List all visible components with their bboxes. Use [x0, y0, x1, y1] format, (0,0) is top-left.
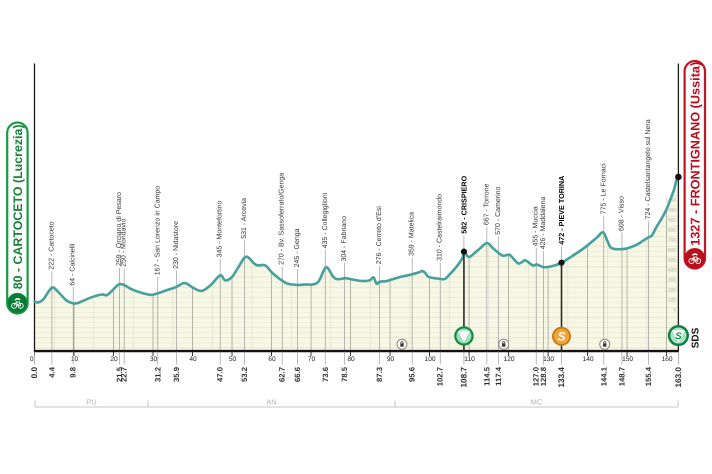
svg-text:21.5: 21.5 [115, 366, 124, 382]
svg-text:300: 300 [668, 278, 677, 284]
svg-text:50: 50 [229, 356, 237, 363]
svg-text:222 - Cartoceto: 222 - Cartoceto [48, 221, 55, 269]
svg-text:4.4: 4.4 [47, 366, 56, 377]
svg-text:400: 400 [668, 268, 677, 274]
svg-text:80 - CARTOCETO (Lucrezia): 80 - CARTOCETO (Lucrezia) [11, 125, 25, 290]
svg-text:9.8: 9.8 [69, 366, 78, 377]
svg-text:127.0: 127.0 [532, 367, 541, 386]
svg-text:22.7: 22.7 [120, 367, 129, 382]
svg-text:60: 60 [268, 356, 276, 363]
svg-text:160: 160 [662, 356, 673, 363]
svg-text:20: 20 [110, 356, 118, 363]
svg-text:608 - Visso: 608 - Visso [617, 196, 625, 231]
svg-text:MC: MC [531, 398, 543, 407]
svg-text:73.6: 73.6 [321, 367, 330, 382]
svg-text:66.6: 66.6 [293, 367, 302, 382]
svg-text:31.2: 31.2 [153, 367, 162, 382]
svg-text:0: 0 [673, 308, 676, 314]
svg-text:40: 40 [189, 356, 197, 363]
svg-text:30: 30 [150, 356, 158, 363]
svg-text:245 - Genga: 245 - Genga [294, 228, 301, 267]
svg-text:64 - Calcinelli: 64 - Calcinelli [69, 243, 77, 285]
svg-text:80: 80 [347, 356, 355, 363]
svg-text:SDS: SDS [690, 327, 701, 348]
svg-text:0: 0 [30, 356, 34, 363]
svg-text:70: 70 [308, 356, 316, 363]
svg-text:304 - Fabriano: 304 - Fabriano [340, 216, 348, 262]
svg-text:270 - Bv. Sassoferrato/Genga: 270 - Bv. Sassoferrato/Genga [278, 173, 286, 265]
svg-text:163.0: 163.0 [674, 367, 683, 388]
svg-text:230 - Nidastore: 230 - Nidastore [172, 221, 180, 269]
svg-text:128.8: 128.8 [539, 366, 548, 386]
svg-text:800: 800 [668, 228, 677, 234]
svg-text:455 - Muccia: 455 - Muccia [532, 206, 540, 246]
svg-text:53.2: 53.2 [240, 367, 249, 382]
svg-text:117.4: 117.4 [494, 366, 503, 386]
svg-text:667 - Torrone: 667 - Torrone [483, 183, 490, 225]
svg-text:426 - Maddalena: 426 - Maddalena [539, 197, 547, 250]
svg-text:0.0: 0.0 [30, 367, 39, 379]
svg-text:724 - Castelsantangelo sul Ner: 724 - Castelsantangelo sul Nera [644, 119, 652, 219]
svg-text:130: 130 [543, 356, 554, 363]
svg-text:250 - Mondavio: 250 - Mondavio [120, 219, 128, 267]
svg-text:155.4: 155.4 [644, 366, 653, 386]
svg-text:148.7: 148.7 [617, 367, 626, 386]
svg-text:PU: PU [86, 398, 96, 407]
svg-text:108.7: 108.7 [459, 367, 468, 388]
svg-text:35.9: 35.9 [172, 367, 181, 382]
svg-text:582 - CRISPIERO: 582 - CRISPIERO [459, 175, 468, 233]
svg-text:102.7: 102.7 [436, 367, 445, 386]
svg-text:100: 100 [668, 298, 677, 304]
svg-text:900: 900 [668, 218, 677, 224]
svg-text:500: 500 [668, 258, 677, 264]
svg-text:570 - Camerino: 570 - Camerino [494, 186, 502, 234]
svg-text:140: 140 [583, 356, 594, 363]
svg-text:100: 100 [425, 356, 436, 363]
svg-text:700: 700 [668, 238, 677, 244]
svg-text:AN: AN [266, 398, 276, 407]
svg-text:90: 90 [387, 356, 395, 363]
svg-text:1327 - FRONTIGNANO (Ussita): 1327 - FRONTIGNANO (Ussita) [688, 62, 702, 246]
svg-text:47.0: 47.0 [216, 367, 225, 382]
svg-text:S: S [558, 329, 566, 343]
svg-text:114.5: 114.5 [482, 366, 491, 386]
svg-text:167 - San Lorenzo in Campo: 167 - San Lorenzo in Campo [153, 186, 161, 276]
svg-text:359 - Matelica: 359 - Matelica [408, 212, 416, 256]
svg-text:310 - Castelraimondo: 310 - Castelraimondo [436, 194, 444, 261]
svg-text:110: 110 [464, 356, 475, 363]
svg-text:62.7: 62.7 [278, 367, 287, 382]
svg-text:S: S [675, 331, 682, 342]
svg-text:120: 120 [504, 356, 515, 363]
svg-text:531 - Arcevia: 531 - Arcevia [240, 198, 248, 239]
svg-text:345 - Montefortino: 345 - Montefortino [216, 200, 224, 257]
svg-text:10: 10 [71, 356, 79, 363]
svg-text:775 - Le Fornaci: 775 - Le Fornaci [599, 163, 607, 214]
svg-text:435 - Collegiglioni: 435 - Collegiglioni [321, 192, 329, 248]
svg-text:600: 600 [668, 248, 677, 254]
svg-text:200: 200 [668, 288, 677, 294]
svg-text:150: 150 [622, 356, 633, 363]
svg-text:144.1: 144.1 [599, 366, 608, 386]
svg-text:87.3: 87.3 [375, 367, 384, 382]
svg-text:259 - Orciano di Pesaro: 259 - Orciano di Pesaro [115, 192, 123, 266]
svg-text:133.4: 133.4 [557, 367, 566, 388]
svg-text:472 - PIEVE TORINA: 472 - PIEVE TORINA [557, 176, 566, 245]
svg-text:95.6: 95.6 [408, 367, 417, 382]
svg-text:1000: 1000 [665, 207, 676, 213]
svg-text:276 - Cerreto d'Esi: 276 - Cerreto d'Esi [375, 206, 383, 265]
svg-text:78.5: 78.5 [340, 366, 349, 382]
